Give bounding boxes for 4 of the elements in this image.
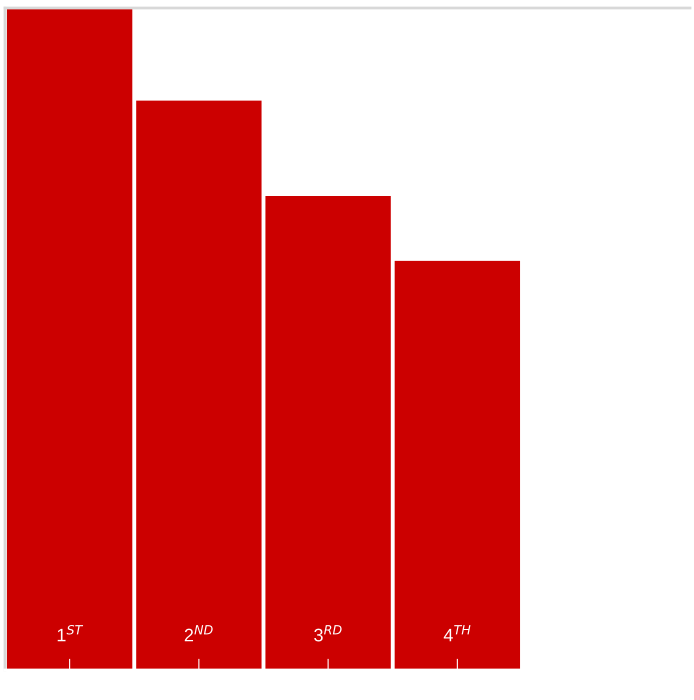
x-tick-label: 1$^{ST}$ bbox=[58, 624, 84, 642]
x-tick-label: 2$^{ND}$ bbox=[184, 625, 213, 642]
x-tick-label: 3$^{RD}$ bbox=[314, 625, 342, 642]
x-tick-label: 4$^{TH}$ bbox=[444, 625, 470, 642]
